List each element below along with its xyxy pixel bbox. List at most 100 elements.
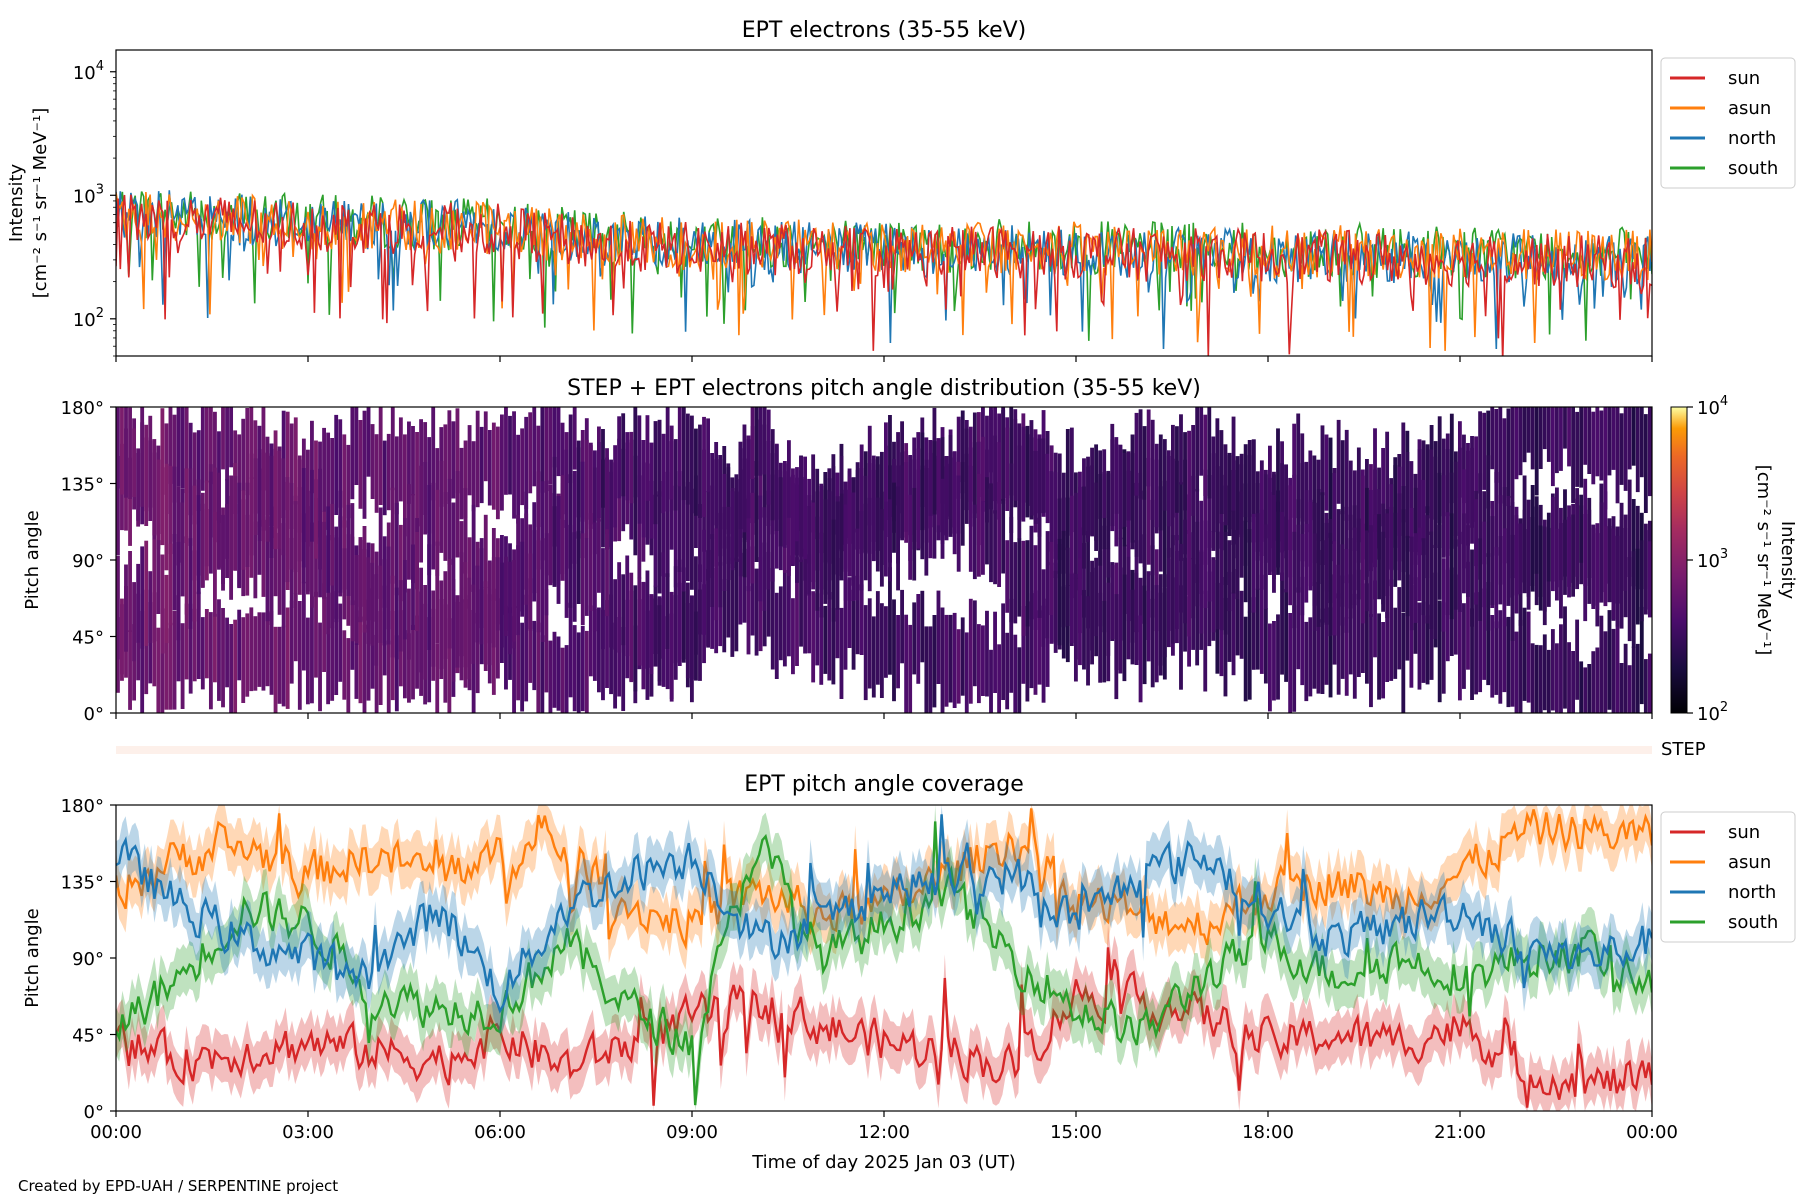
heatmap-cell [1300,576,1305,686]
heatmap-cell [613,579,618,650]
heatmap-cell [766,490,771,590]
heatmap-cell [1231,592,1236,676]
heatmap-cell [1308,502,1313,587]
heatmap-cell [225,407,229,481]
footer-credit: Created by EPD-UAH / SERPENTINE project [18,1177,338,1195]
heatmap-cell [1607,610,1612,710]
heatmap-cell [427,617,432,703]
heatmap-cell [463,440,468,518]
heatmap-cell [378,407,383,505]
heatmap-cell [120,407,124,495]
heatmap-cell [140,546,145,649]
heatmap-cell [1300,462,1305,562]
heatmap-cell [661,552,666,659]
heatmap-cell [423,585,428,680]
heatmap-cell [960,617,965,696]
heatmap-cell [758,495,763,602]
heatmap-cell [714,442,719,526]
heatmap-cell [1130,589,1135,665]
heatmap-cell [1385,431,1390,538]
heatmap-cell [1150,545,1155,618]
heatmap-cell [411,544,415,630]
heatmap-cell [1223,444,1228,526]
heatmap-cell [1102,525,1107,633]
heatmap-cell [1494,547,1499,629]
heatmap-cell [831,519,836,622]
heatmap-cell [633,455,638,556]
heatmap-cell [560,647,565,713]
panel2-title: STEP + EPT electrons pitch angle distrib… [567,376,1201,401]
heatmap-cell [1591,528,1596,609]
heatmap-cell [815,593,820,666]
heatmap-cell [1619,502,1624,604]
heatmap-cell [1534,496,1539,574]
heatmap-cell [568,602,573,698]
heatmap-cell [1429,449,1434,535]
y-tick-label: 90° [72,551,104,572]
heatmap-cell [1453,539,1458,610]
heatmap-cell [993,435,997,514]
heatmap-cell [1647,653,1652,713]
heatmap-cell [944,456,949,536]
heatmap-cell [746,586,751,655]
panel1-legend: sun asun north south [1660,57,1796,189]
heatmap-cell [580,461,585,559]
heatmap-cell [374,574,379,666]
heatmap-cell [245,408,250,496]
heatmap-cell [1134,412,1139,496]
heatmap-cell [156,627,161,713]
heatmap-cell [625,555,630,657]
heatmap-cell [1292,474,1297,551]
heatmap-cell [1320,608,1325,694]
panel2-yticks: 0° 45° 90° 135° 180° [61,398,116,725]
heatmap-cell [1142,490,1147,568]
heatmap-cell [956,629,961,704]
heatmap-cell [1057,538,1062,646]
y-tick-label: 45° [72,1026,104,1047]
heatmap-cell [976,624,981,704]
heatmap-cell [1146,409,1151,487]
heatmap-cell [556,496,561,604]
heatmap-cell [1538,645,1543,713]
heatmap-cell [1086,456,1090,542]
heatmap-cell [1381,531,1386,612]
heatmap-cell [778,477,783,547]
heatmap-cell [576,632,581,713]
heatmap-cell [1462,513,1466,594]
heatmap-cell [1183,432,1187,511]
heatmap-cell [1631,499,1636,587]
heatmap-cell [1263,608,1268,684]
heatmap-cell [1595,523,1600,610]
heatmap-cell [657,491,662,594]
heatmap-cell [1243,616,1248,702]
heatmap-cell [1579,494,1584,563]
heatmap-cell [297,601,302,710]
heatmap-cell [835,501,840,610]
heatmap-cell [1166,558,1171,648]
heatmap-cell [1373,514,1377,600]
heatmap-cell [1138,409,1143,499]
heatmap-cell [1474,499,1478,605]
heatmap-cell [920,432,925,531]
heatmap-cell [1611,528,1616,620]
heatmap-cell [524,416,529,510]
heatmap-cell [156,540,161,614]
heatmap-cell [1348,574,1353,675]
heatmap-cell [463,562,468,668]
heatmap-cell [144,540,149,646]
heatmap-cell [394,502,399,596]
heatmap-cell [1526,499,1531,597]
heatmap-cell [439,460,444,553]
heatmap-cell [1259,470,1264,542]
heatmap-cell [213,411,217,521]
heatmap-cell [669,425,674,500]
heatmap-cell [981,436,985,512]
heatmap-cell [370,424,375,499]
heatmap-cell [742,424,747,533]
x-axis-label: Time of day 2025 Jan 03 (UT) [751,1152,1016,1173]
heatmap-cell [1457,447,1462,545]
heatmap-cell [1360,583,1365,673]
heatmap-cell [1073,573,1078,682]
heatmap-cell [859,510,864,591]
